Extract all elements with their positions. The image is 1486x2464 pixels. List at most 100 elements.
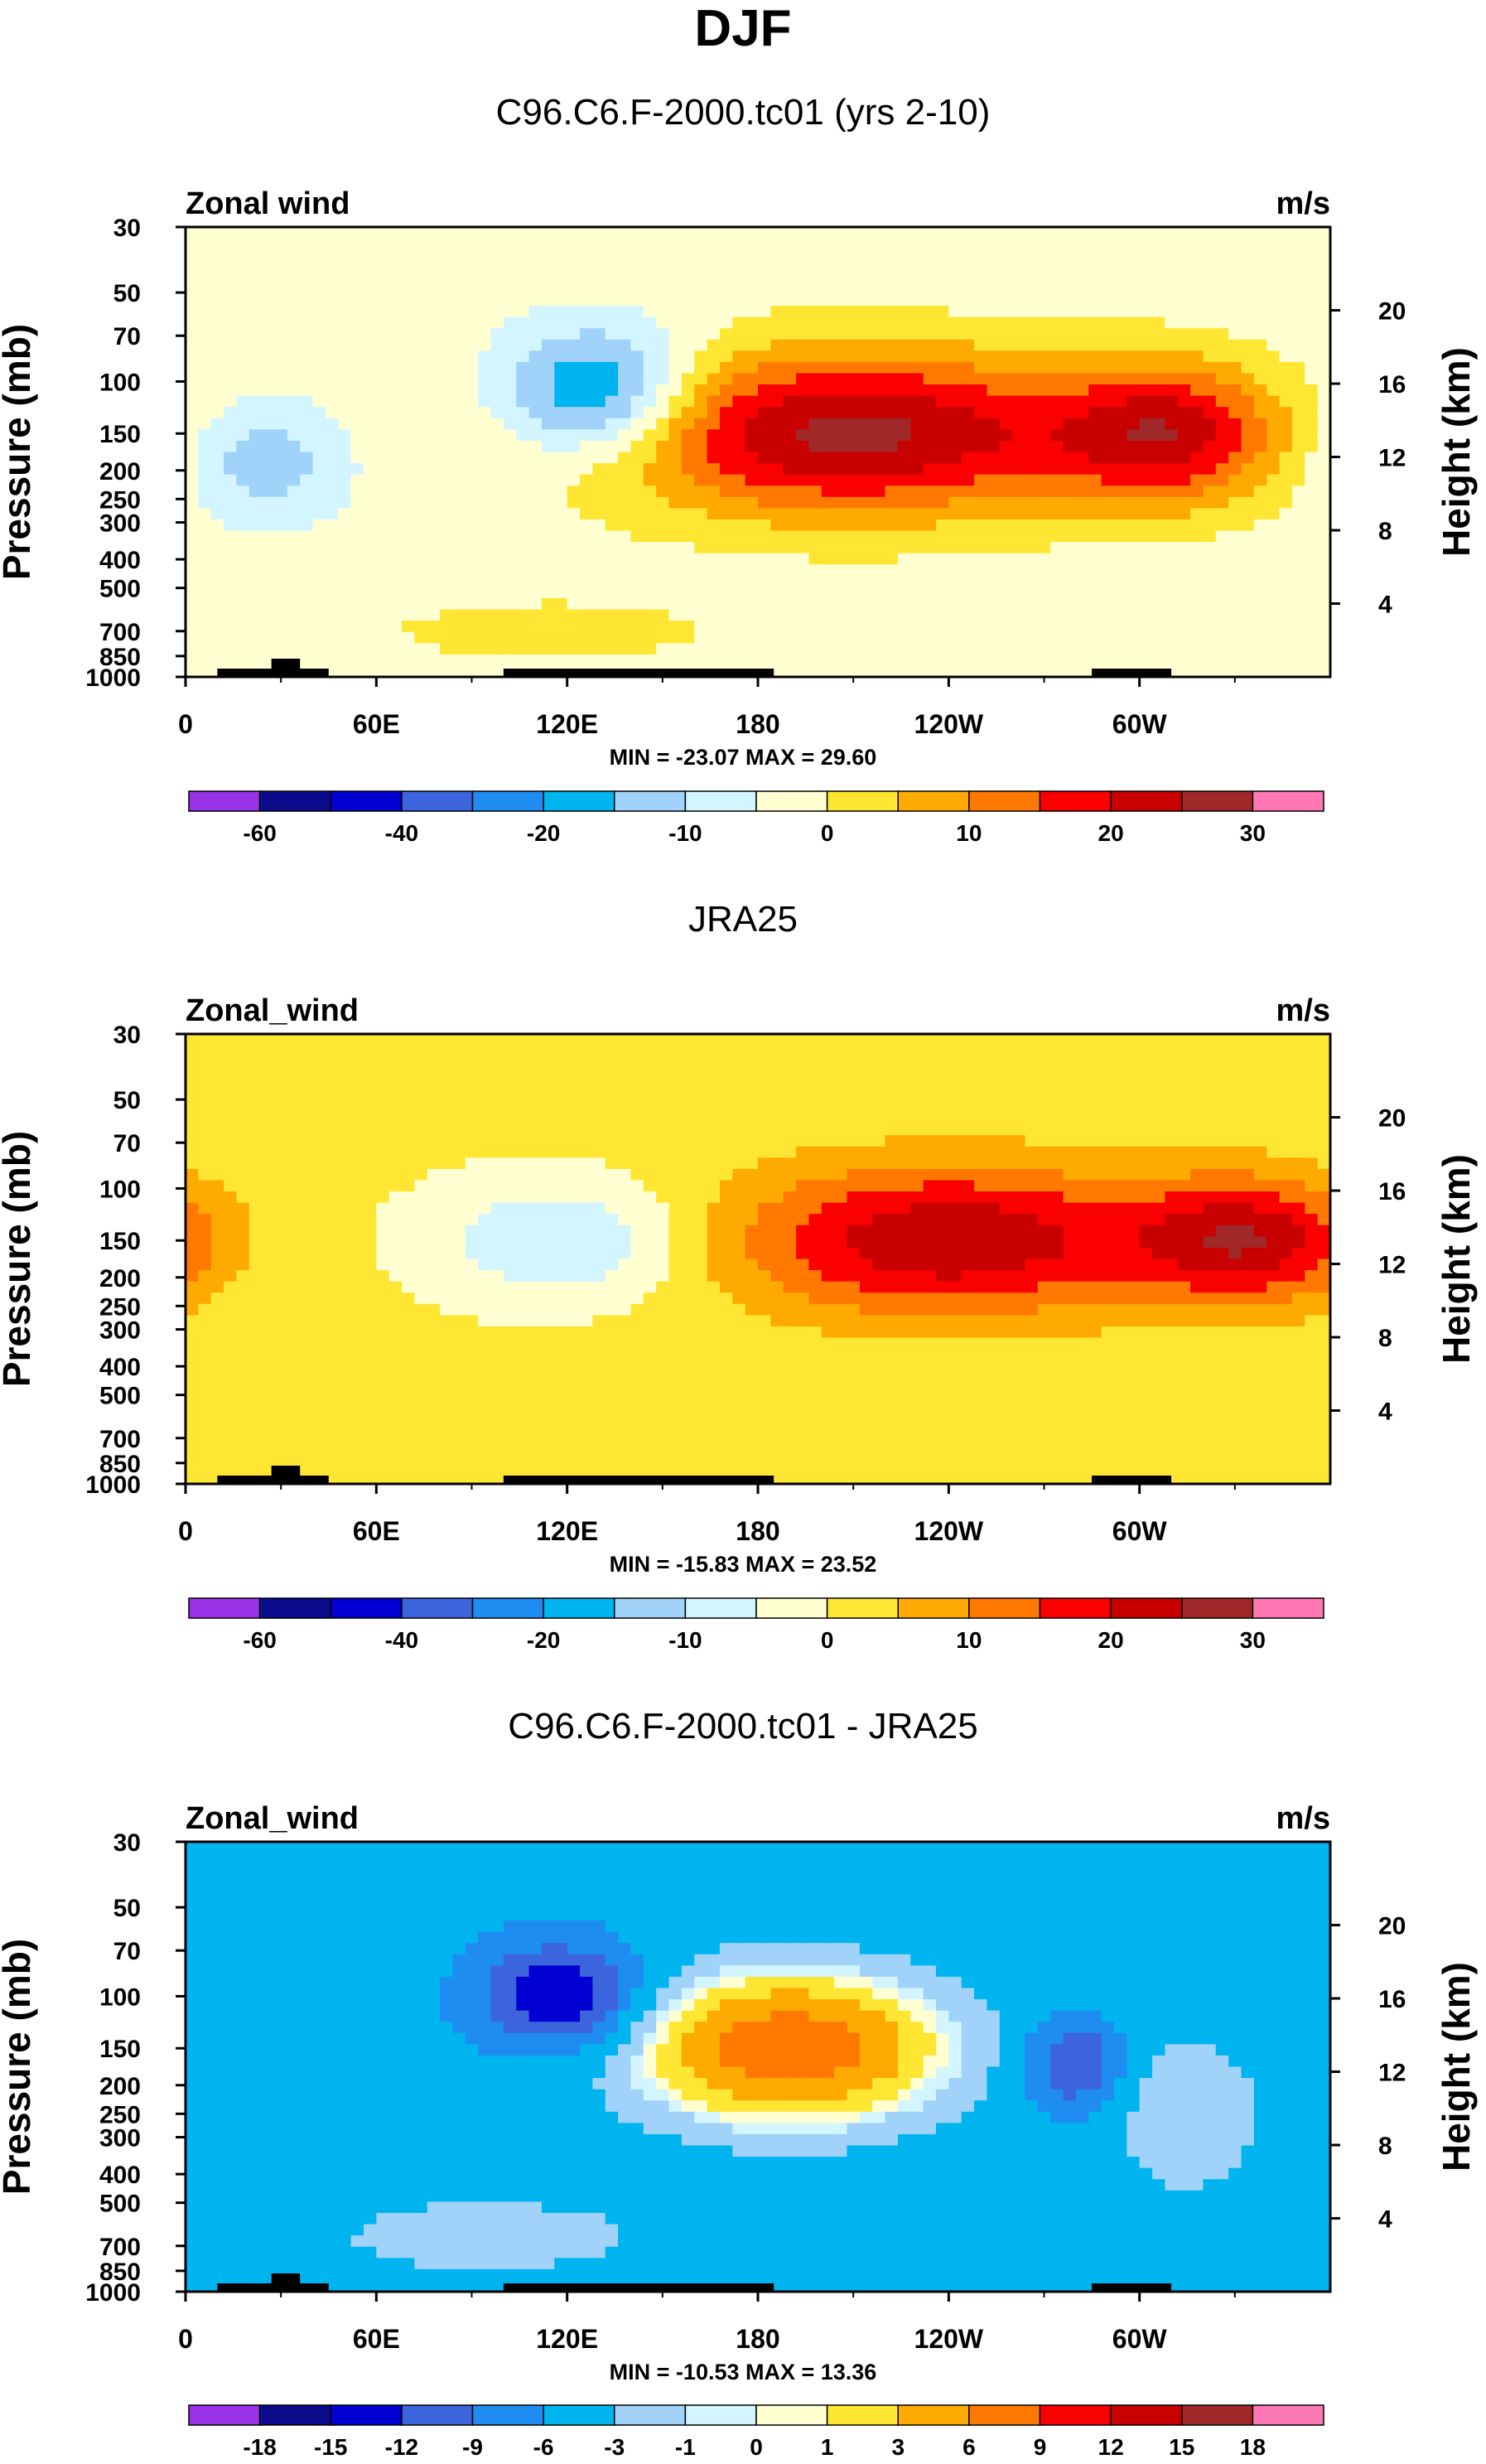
contour-cell xyxy=(1177,665,1191,678)
contour-cell xyxy=(262,238,276,250)
contour-cell xyxy=(618,575,632,587)
contour-cell xyxy=(1127,643,1141,655)
contour-cell xyxy=(465,328,479,341)
contour-cell xyxy=(186,1191,199,1204)
contour-cell xyxy=(681,395,695,408)
contour-cell xyxy=(1203,1101,1217,1114)
contour-cell xyxy=(1113,1180,1127,1192)
contour-cell xyxy=(440,283,454,296)
contour-cell xyxy=(1190,621,1204,633)
contour-cell xyxy=(210,463,224,476)
contour-cell xyxy=(694,530,708,543)
contour-cell xyxy=(1063,486,1077,498)
contour-cell xyxy=(1037,1157,1051,1170)
contour-cell xyxy=(961,384,975,397)
contour-cell xyxy=(363,1045,377,1057)
contour-cell xyxy=(910,1123,924,1136)
contour-cell xyxy=(1305,463,1319,476)
contour-cell xyxy=(1152,361,1165,374)
contour-cell xyxy=(1101,249,1115,262)
contour-cell xyxy=(363,294,377,307)
contour-cell xyxy=(210,272,224,284)
contour-cell xyxy=(452,542,466,554)
contour-cell xyxy=(1305,238,1319,250)
contour-cell xyxy=(885,519,899,532)
contour-cell xyxy=(300,1157,314,1170)
contour-cell xyxy=(1253,395,1267,408)
contour-cell xyxy=(745,1157,759,1170)
contour-cell xyxy=(987,519,1001,532)
contour-cell xyxy=(630,496,644,509)
contour-cell xyxy=(859,654,873,667)
contour-cell xyxy=(541,519,555,532)
contour-cell xyxy=(1101,553,1115,565)
contour-cell xyxy=(287,249,301,262)
contour-cell xyxy=(758,587,771,599)
contour-cell xyxy=(198,1157,212,1170)
contour-cell xyxy=(885,361,899,374)
contour-cell xyxy=(885,1135,899,1147)
contour-cell xyxy=(274,1135,288,1147)
contour-cell xyxy=(1177,1101,1191,1114)
contour-cell xyxy=(580,1089,593,1103)
contour-cell xyxy=(567,452,581,464)
contour-cell xyxy=(592,316,606,329)
contour-cell xyxy=(745,621,759,633)
contour-cell xyxy=(1165,631,1179,644)
contour-cell xyxy=(707,621,721,633)
contour-cell xyxy=(338,1045,352,1057)
contour-cell xyxy=(1253,1113,1267,1125)
contour-cell xyxy=(885,1123,899,1136)
contour-cell xyxy=(808,564,823,577)
contour-cell xyxy=(1215,1123,1229,1136)
contour-cell xyxy=(681,496,695,509)
contour-cell xyxy=(605,1113,619,1125)
contour-cell xyxy=(1127,597,1141,611)
contour-cell xyxy=(1228,597,1242,611)
contour-cell xyxy=(1305,1135,1319,1147)
contour-cell xyxy=(656,474,670,486)
contour-cell xyxy=(1177,597,1191,611)
contour-cell xyxy=(300,238,314,250)
contour-cell xyxy=(312,631,326,644)
contour-cell xyxy=(1012,1089,1026,1103)
contour-cell xyxy=(948,575,963,587)
contour-cell xyxy=(732,631,746,644)
contour-cell xyxy=(974,1034,987,1046)
contour-cell xyxy=(1317,407,1331,419)
contour-cell xyxy=(770,407,784,419)
contour-cell xyxy=(1088,1045,1102,1057)
contour-cell xyxy=(1215,306,1229,318)
contour-cell xyxy=(338,631,352,644)
contour-cell xyxy=(1305,643,1319,655)
y-tick-label: 250 xyxy=(99,486,141,514)
contour-cell xyxy=(974,350,987,363)
contour-cell xyxy=(465,530,479,543)
contour-cell xyxy=(465,316,479,329)
contour-cell xyxy=(554,316,568,329)
contour-cell xyxy=(1139,339,1153,351)
contour-cell xyxy=(770,1180,784,1192)
contour-cell xyxy=(452,373,466,385)
contour-cell xyxy=(1025,575,1039,587)
contour-cell xyxy=(325,530,339,543)
contour-cell xyxy=(1165,597,1179,611)
contour-cell xyxy=(1037,283,1051,296)
contour-cell xyxy=(503,474,517,486)
contour-cell xyxy=(681,306,695,318)
contour-cell xyxy=(1152,519,1165,532)
contour-cell xyxy=(668,238,683,250)
contour-cell xyxy=(630,597,644,611)
contour-cell xyxy=(630,429,644,442)
contour-cell xyxy=(1012,306,1026,318)
contour-cell xyxy=(312,373,326,385)
contour-cell xyxy=(1101,294,1115,307)
contour-cell xyxy=(1025,1113,1039,1125)
contour-cell xyxy=(210,631,224,644)
contour-cell xyxy=(224,1056,238,1069)
contour-cell xyxy=(872,1123,886,1136)
contour-cell xyxy=(1127,1034,1141,1046)
contour-cell xyxy=(427,452,441,464)
contour-cell xyxy=(580,328,593,341)
contour-cell xyxy=(1253,1168,1267,1181)
